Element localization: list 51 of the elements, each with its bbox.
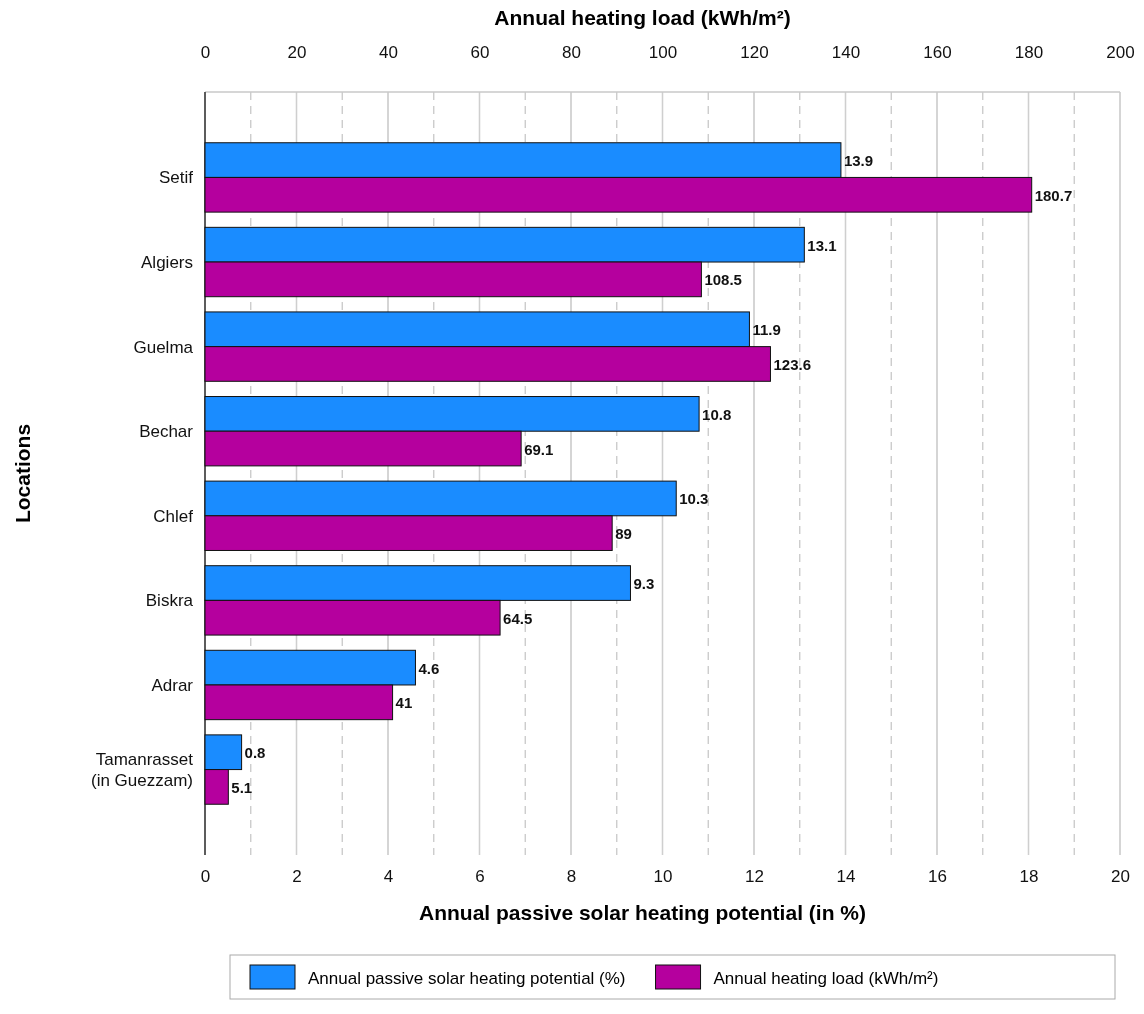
data-label: 10.8: [702, 405, 732, 423]
x2-tick-label: 120: [740, 43, 769, 62]
y-tick-label: Guelma: [133, 337, 194, 357]
x2-tick-label: 100: [648, 43, 678, 62]
data-label: 11.9: [752, 321, 781, 339]
x-tick-label: 12: [745, 867, 764, 887]
x-tick-label: 8: [566, 867, 577, 887]
x-tick-label: 6: [475, 867, 485, 887]
legend-label: Annual heating load (kWh/m²): [713, 969, 939, 988]
data-label: 41: [395, 694, 413, 712]
y-tick-label: Tamanrasset (in Guezzam): [90, 750, 194, 791]
x2-tick-label: 80: [562, 43, 581, 62]
x-tick-label: 20: [1111, 867, 1130, 887]
data-label: 64.5: [503, 609, 533, 627]
data-label: 89: [615, 525, 632, 543]
y-axis-title: Locations: [11, 423, 34, 524]
x-axis-title: Annual passive solar heating potential (in %): [419, 901, 866, 924]
data-label: 9.3: [633, 575, 655, 593]
x2-tick-label: 60: [470, 43, 490, 62]
data-label: 5.1: [231, 778, 253, 796]
y-tick-label: Adrar: [151, 675, 194, 695]
x2-tick-label: 0: [200, 43, 211, 62]
x2-tick-label: 200: [1106, 43, 1135, 62]
y-tick-label: Chlef: [153, 506, 194, 526]
x2-tick-label: 140: [831, 43, 861, 62]
legend-label: Annual passive solar heating potential (%): [308, 969, 626, 988]
x2-axis-title: Annual heating load (kWh/m²): [494, 6, 791, 29]
x-tick-label: 4: [383, 867, 394, 887]
data-label: 13.9: [843, 152, 874, 170]
data-label: 108.5: [704, 271, 742, 289]
data-label: 13.1: [807, 236, 837, 254]
data-label: 69.1: [524, 440, 554, 458]
x-tick-label: 14: [836, 867, 856, 887]
y-tick-label: Algiers: [141, 253, 193, 273]
x2-tick-label: 20: [287, 43, 307, 62]
x-tick-label: 16: [928, 867, 947, 887]
data-label: 123.6: [773, 355, 812, 373]
x-tick-label: 2: [292, 867, 302, 887]
data-label: 4.6: [418, 659, 440, 677]
y-tick-label: Biskra: [145, 591, 194, 611]
data-label: 10.3: [679, 490, 709, 508]
x-tick-label: 10: [653, 867, 673, 887]
y-tick-label: Setif: [158, 168, 194, 188]
x2-tick-label: 40: [379, 43, 398, 62]
x2-tick-label: 180: [1014, 43, 1044, 62]
y-tick-label: Bechar: [139, 422, 194, 442]
x-tick-label: 18: [1019, 867, 1039, 887]
x2-tick-label: 160: [923, 43, 952, 62]
data-label: 180.7: [1034, 186, 1073, 204]
x-tick-label: 0: [200, 867, 211, 887]
data-label: 0.8: [244, 744, 266, 762]
